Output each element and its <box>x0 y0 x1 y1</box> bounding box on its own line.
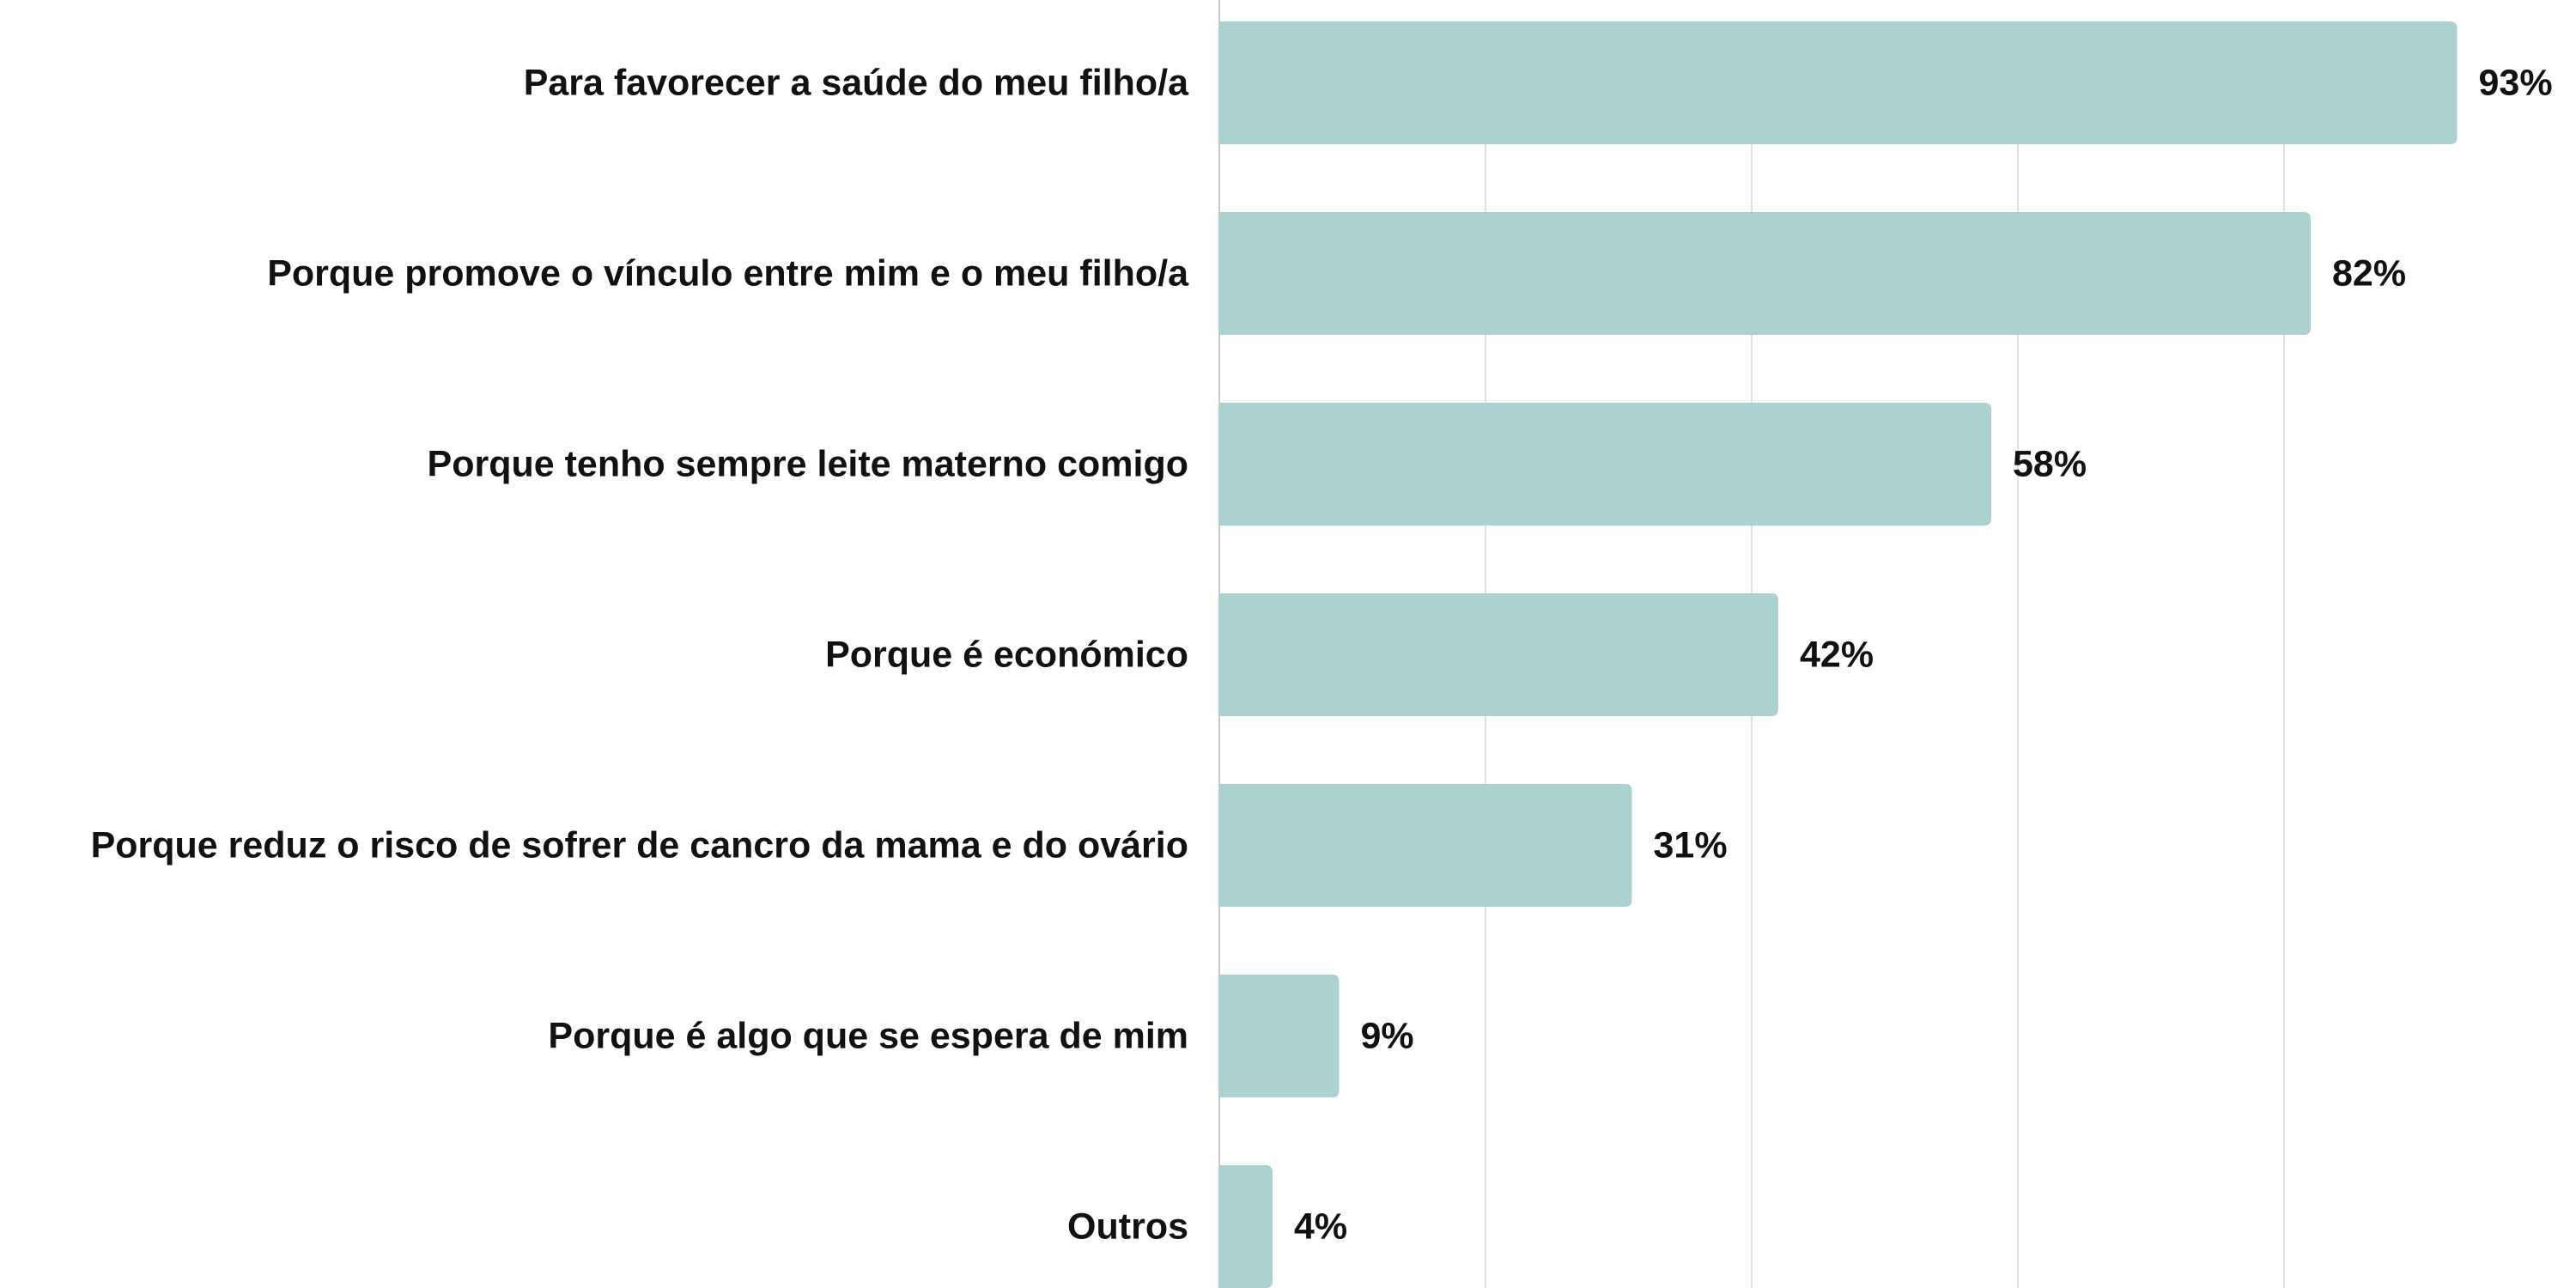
value-label: 93% <box>2479 63 2553 104</box>
category-label: Porque reduz o risco de sofrer de cancro… <box>91 825 1188 866</box>
bar <box>1219 975 1340 1097</box>
value-label: 58% <box>2013 444 2087 485</box>
bar <box>1219 593 1778 716</box>
category-label: Para favorecer a saúde do meu filho/a <box>524 63 1189 104</box>
category-label: Porque é algo que se espera de mim <box>548 1016 1188 1057</box>
bar <box>1219 212 2311 335</box>
value-label: 31% <box>1654 825 1728 866</box>
bar <box>1219 1165 1273 1288</box>
bar-layer <box>1219 21 2458 1288</box>
bar <box>1219 784 1632 907</box>
label-layer: Para favorecer a saúde do meu filho/a 93%… <box>91 63 2553 1248</box>
value-label: 9% <box>1361 1016 1414 1057</box>
value-label: 42% <box>1800 635 1874 676</box>
category-label: Outros <box>1067 1206 1188 1248</box>
category-label: Porque tenho sempre leite materno comigo <box>428 444 1188 485</box>
category-label: Porque é económico <box>825 635 1188 676</box>
category-label: Porque promove o vínculo entre mim e o m… <box>267 253 1189 295</box>
bar <box>1219 21 2458 144</box>
value-label: 82% <box>2332 253 2406 295</box>
bar <box>1219 403 1991 526</box>
value-label: 4% <box>1294 1206 1347 1248</box>
